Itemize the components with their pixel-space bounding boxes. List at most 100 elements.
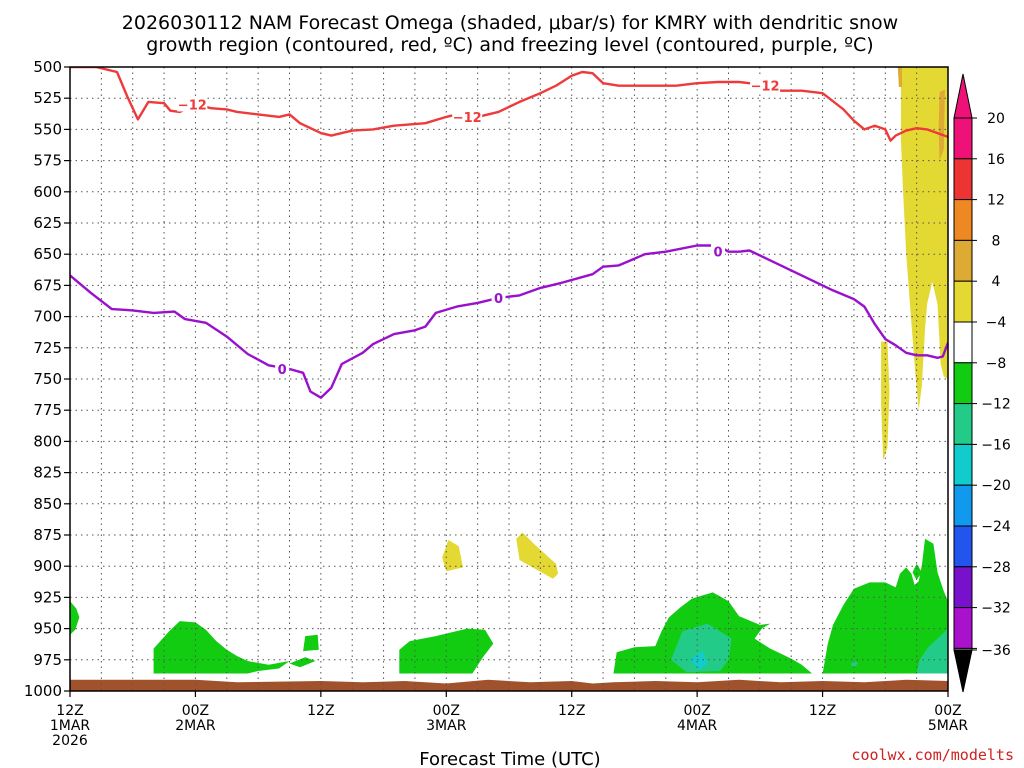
contour-label-freezing_level_0C: 0 [494,292,503,307]
omega-region-green [153,621,290,674]
colorbar-label: −4 [986,315,1007,331]
colorbar-label: −16 [981,437,1011,453]
colorbar-swatch [953,199,973,241]
y-tick-label: 775 [33,401,62,419]
y-axis-ticks: 500 525 550 575 600 625 650 675 700 725 750 775 800 8… [24,58,70,700]
colorbar-label: −20 [981,478,1011,494]
x-tick-label: 12Z [56,703,83,719]
y-tick-label: 600 [33,183,62,201]
y-tick-label: 725 [33,339,62,357]
omega-region-orange [938,89,945,161]
omega-region-teal [850,659,859,668]
omega-region-green [912,563,922,580]
contour-label-bg [491,289,506,305]
contour-label-dendritic_-12C: −12 [453,111,482,126]
contour-label-bg [452,108,483,124]
x-tick-label: 12Z [558,703,585,719]
contour-label-freezing_level_0C: 0 [714,246,723,261]
x-tick-label: 00Z [683,703,710,719]
y-tick-label: 550 [33,120,62,138]
x-tick-label: 12Z [809,703,836,719]
chart-title-line-2: growth region (contoured, red, ºC) and f… [146,34,873,56]
contour-label-freezing_level_0C: 0 [278,363,287,378]
y-tick-label: 575 [33,152,62,170]
omega-region-yellow [881,341,890,461]
x-tick-label: 4MAR [677,718,718,734]
colorbar-swatch [953,484,973,527]
contour-label-bg [275,361,290,377]
omega-region-yellow [516,532,559,579]
colorbar-swatch [953,443,973,486]
colorbar-label: −32 [981,601,1011,617]
colorbar-swatch [953,403,973,445]
contour-label-bg [711,243,726,259]
contour-label-bg [750,77,781,93]
y-tick-label: 850 [33,495,62,513]
x-tick-label: 3MAR [426,718,467,734]
y-tick-label: 900 [33,557,62,575]
terrain-fill [70,679,948,691]
colorbar-label: 8 [992,233,1001,249]
y-tick-label: 975 [33,651,62,669]
y-tick-label: 800 [33,432,62,450]
y-tick-label: 750 [33,370,62,388]
colorbar-top-arrow [953,73,973,119]
colorbar-label: 4 [992,274,1001,290]
colorbar-swatch [953,239,973,282]
y-tick-label: 625 [33,214,62,232]
y-tick-label: 500 [33,58,62,76]
omega-region-yellow [901,67,948,411]
colorbar-label: −36 [981,643,1011,659]
x-tick-label: 5MAR [928,718,969,734]
x-tick-label: 00Z [934,703,961,719]
x-axis-label: Forecast Time (UTC) [419,749,600,768]
grid-layer [70,67,948,691]
y-tick-label: 925 [33,588,62,606]
y-tick-label: 525 [33,89,62,107]
omega-region-green [303,634,319,652]
colorbar-label: 12 [987,193,1005,209]
y-tick-label: 675 [33,276,62,294]
y-tick-label: 700 [33,308,62,326]
colorbar-label: −8 [986,356,1007,372]
contour-label-dendritic_-12C: −12 [751,80,780,95]
y-tick-label: 825 [33,464,62,482]
x-tick-label: 1MAR [50,718,91,734]
x-tick-label: 00Z [182,703,209,719]
y-tick-label: 1000 [24,682,62,700]
x-tick-label: 2MAR [175,718,216,734]
y-tick-label: 950 [33,620,62,638]
x-tick-label: 12Z [307,703,334,719]
colorbar-label: 20 [987,111,1005,127]
colorbar-swatch [953,362,973,405]
y-tick-label: 875 [33,526,62,544]
x-tick-label: 00Z [433,703,460,719]
omega-region-yellow [442,540,463,572]
terrain-layer [70,679,948,691]
colorbar-swatch [953,607,973,649]
contour-freezing_level_0C [70,244,948,399]
colorbar-swatch [953,280,973,323]
colorbar-bottom-arrow [953,649,973,693]
colorbar-label: 16 [987,152,1005,168]
colorbar-label: −24 [981,519,1011,535]
x-tick-label: 2026 [52,733,88,749]
colorbar: 20 16 12 8 4 −4 −8 −12 −16 −20 −24 −28 −32 −36 [953,73,1011,693]
colorbar-label: −12 [981,397,1011,413]
y-tick-label: 650 [33,245,62,263]
contour-label-bg [177,96,208,112]
omega-region-teal [916,628,948,674]
colorbar-swatch [953,117,973,160]
omega-region-orange [897,67,902,87]
contour-layer: −12 −12 −12 0 0 0 [70,67,948,399]
omega-region-green [70,601,80,635]
contour-label-dendritic_-12C: −12 [178,98,207,113]
colorbar-swatch [953,525,973,568]
colorbar-swatch [953,321,973,364]
omega-region-green [289,657,316,668]
colorbar-label: −28 [981,560,1011,576]
colorbar-swatch [953,566,973,609]
chart-title-line-1: 2026030112 NAM Forecast Omega (shaded, μ… [122,12,898,34]
